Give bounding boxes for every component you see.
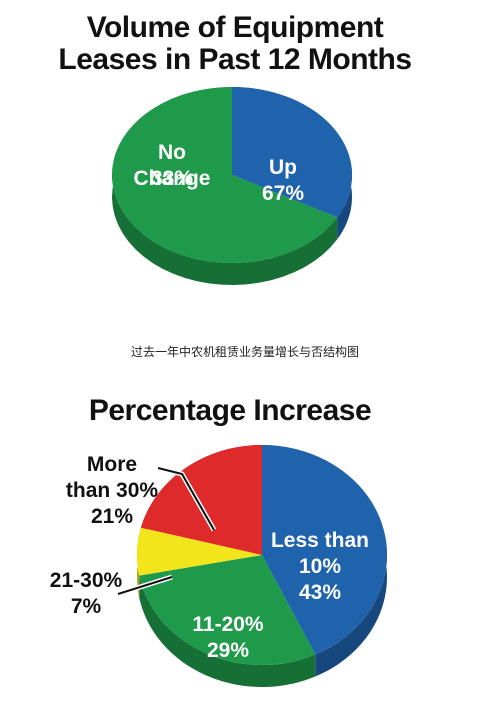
pie-slice [112,87,338,263]
value-label: 7% [70,595,102,618]
leader-line [157,467,215,531]
value-label: 21% [90,505,134,528]
pie-slice [232,87,352,218]
slice-label: Up [269,156,297,179]
pies [112,87,388,687]
value-label: 43% [298,581,342,604]
pie-slice [262,445,388,655]
slice-label: More than 30% [65,453,159,502]
pie-slice [139,555,316,665]
pie-slice [137,527,262,576]
value-label: 67% [261,182,305,205]
slice-label: Less than 10% [270,529,370,578]
caption: 过去一年中农机租赁业务量增长与否结构图 [130,345,359,359]
chart-title: Percentage Increase [88,394,372,427]
slice-label: 11-20% [192,613,264,636]
value-label: 33% [150,167,194,190]
leader-line [117,576,173,595]
value-label: 29% [206,639,250,662]
slice-label: 21-30% [49,569,123,592]
pie-side [139,575,316,687]
slice-label: No Change [133,141,211,190]
chart-title: Volume of Equipment Leases in Past 12 Mo… [58,11,412,76]
pie-slice [140,445,262,555]
